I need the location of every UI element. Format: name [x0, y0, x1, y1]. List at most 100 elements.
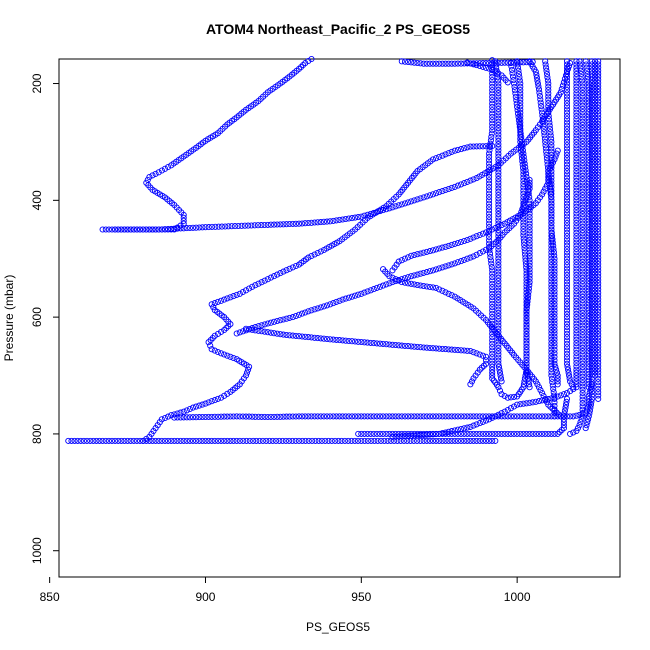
data-point — [467, 437, 474, 444]
x-axis: 850 900 950 1000 — [40, 577, 531, 604]
data-point — [489, 107, 496, 114]
data-point — [523, 343, 530, 351]
data-point — [305, 254, 312, 261]
data-point — [302, 309, 309, 316]
data-point — [579, 300, 586, 307]
data-point — [583, 422, 590, 429]
data-point — [140, 437, 147, 444]
data-point — [592, 343, 599, 350]
data-point — [302, 60, 309, 67]
data-point — [448, 292, 455, 299]
data-point — [398, 58, 405, 65]
data-point — [414, 413, 421, 420]
data-point — [143, 226, 150, 233]
data-point — [551, 317, 558, 324]
data-point — [235, 222, 242, 230]
data-point — [579, 166, 586, 173]
data-point — [215, 223, 222, 230]
data-point — [563, 184, 571, 191]
data-point — [445, 428, 452, 435]
data-point — [461, 60, 468, 67]
data-point — [585, 377, 592, 384]
data-point — [561, 407, 568, 414]
data-point — [417, 60, 424, 67]
data-point — [521, 378, 528, 385]
data-point — [510, 430, 518, 437]
data-point — [595, 235, 602, 242]
data-point — [541, 132, 548, 139]
data-point — [595, 168, 602, 175]
data-point — [495, 185, 502, 192]
data-point — [423, 248, 430, 255]
data-point — [579, 348, 586, 355]
data-point — [540, 125, 547, 132]
data-point — [482, 417, 490, 424]
data-point — [239, 288, 246, 296]
data-point — [595, 98, 602, 105]
data-point — [489, 59, 496, 67]
data-point — [563, 106, 571, 113]
data-point — [595, 245, 602, 252]
data-point — [543, 155, 550, 162]
data-point — [165, 163, 172, 171]
data-point — [595, 356, 602, 363]
data-point — [563, 347, 571, 354]
data-point — [470, 234, 477, 241]
data-point — [112, 437, 119, 444]
data-point — [414, 271, 421, 278]
data-point — [386, 280, 393, 287]
data-point — [592, 331, 599, 338]
data-point — [189, 414, 197, 421]
data-point — [588, 168, 595, 175]
data-point — [317, 413, 324, 420]
data-point — [489, 340, 496, 347]
data-point — [548, 297, 555, 304]
data-point — [595, 248, 602, 255]
data-point — [548, 327, 555, 334]
data-point — [496, 366, 503, 373]
data-point — [489, 274, 496, 281]
data-point — [158, 437, 165, 444]
data-point — [258, 322, 265, 329]
data-point — [573, 323, 580, 330]
data-point — [588, 235, 595, 242]
data-point — [573, 375, 580, 382]
data-point — [548, 336, 555, 343]
data-point — [564, 363, 571, 370]
data-point — [579, 195, 586, 202]
data-point — [408, 432, 415, 439]
data-point — [592, 130, 599, 137]
data-point — [592, 216, 599, 223]
data-point — [489, 123, 496, 130]
data-point — [348, 293, 356, 300]
data-point — [588, 229, 595, 236]
data-point — [548, 207, 555, 214]
data-point — [588, 92, 595, 99]
data-point — [579, 293, 586, 300]
data-point — [510, 403, 518, 410]
data-point — [124, 437, 131, 444]
data-point — [398, 201, 405, 208]
data-point — [264, 276, 271, 283]
data-point — [573, 275, 580, 282]
data-point — [186, 405, 193, 413]
data-point — [495, 112, 502, 119]
data-point — [529, 399, 536, 406]
data-point — [539, 413, 546, 420]
data-point — [501, 408, 508, 415]
data-point — [520, 216, 527, 223]
data-point — [495, 201, 502, 208]
data-point — [464, 59, 471, 66]
data-point — [579, 147, 586, 154]
data-point — [214, 395, 221, 402]
data-point — [523, 270, 530, 277]
data-point — [245, 222, 252, 229]
data-point — [489, 113, 496, 120]
data-point — [270, 330, 278, 337]
data-point — [391, 437, 398, 444]
data-point — [302, 413, 309, 420]
data-point — [526, 207, 533, 214]
data-point — [389, 274, 396, 281]
data-point — [295, 437, 303, 444]
data-point — [227, 413, 234, 420]
